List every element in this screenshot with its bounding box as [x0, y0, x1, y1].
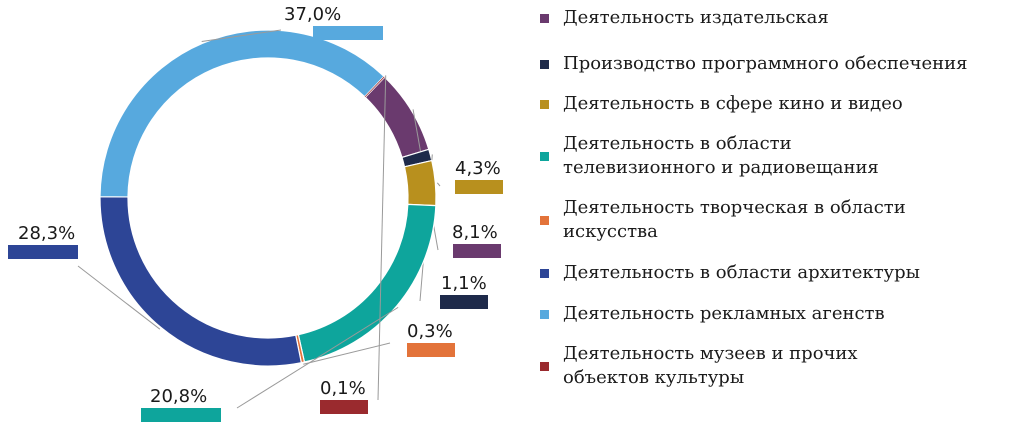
legend-swatch — [540, 59, 549, 69]
legend-label: Деятельность творческая в области искусст… — [563, 197, 906, 242]
donut-chart: 8,1% 1,1% 4,3% 20,8% 0,3% 28,3% 37,0% 0,1% — [8, 4, 503, 422]
legend-swatch — [540, 215, 549, 225]
leader-line — [377, 75, 387, 401]
legend-item: Деятельность в сфере кино и видео — [540, 92, 903, 116]
legend-swatch — [540, 99, 549, 109]
donut-slice — [364, 76, 385, 98]
slice-value-label: 1,1% — [441, 273, 487, 294]
legend-swatch — [540, 151, 549, 161]
legend-label: Деятельность в области архитектуры — [563, 262, 920, 283]
legend-label: Деятельность издательская — [563, 7, 829, 28]
value-label-bar — [8, 245, 78, 259]
slice-value-label: 20,8% — [150, 386, 207, 407]
slice-value-label: 28,3% — [18, 223, 75, 244]
legend-label: Деятельность музеев и прочих объектов кул… — [563, 343, 858, 388]
slice-value-label: 37,0% — [284, 4, 341, 25]
donut-slice — [99, 29, 385, 198]
slice-value-label: 8,1% — [452, 222, 498, 243]
legend-label: Деятельность рекламных агенств — [563, 303, 885, 324]
legend-item: Деятельность рекламных агенств — [540, 302, 885, 326]
legend-swatch — [540, 13, 549, 23]
slice-value-label: 4,3% — [455, 158, 501, 179]
value-label-bar — [455, 180, 503, 194]
slice-value-label: 0,1% — [320, 378, 366, 399]
legend-item: Производство программного обеспечения — [540, 52, 967, 76]
leader-line — [436, 182, 441, 187]
value-label-bar — [320, 400, 368, 414]
value-label-bar — [141, 408, 221, 422]
legend-item: Деятельность в области архитектуры — [540, 261, 920, 285]
legend-swatch — [540, 309, 549, 319]
leader-line — [77, 265, 161, 330]
value-label-bar — [313, 26, 383, 40]
leader-line — [201, 29, 282, 42]
legend-item: Деятельность издательская — [540, 6, 829, 30]
value-label-bar — [440, 295, 488, 309]
donut-slice — [99, 196, 303, 367]
donut-slice — [403, 159, 437, 207]
slice-value-label: 0,3% — [407, 321, 453, 342]
legend-label: Деятельность в сфере кино и видео — [563, 93, 903, 114]
value-label-bar — [453, 244, 501, 258]
legend-item: Деятельность творческая в области искусст… — [540, 196, 906, 244]
legend-swatch — [540, 361, 549, 371]
value-label-bar — [407, 343, 455, 357]
legend-item: Деятельность в области телевизионного и р… — [540, 132, 879, 180]
legend-label: Деятельность в области телевизионного и р… — [563, 133, 879, 178]
legend-label: Производство программного обеспечения — [563, 53, 968, 74]
legend-item: Деятельность музеев и прочих объектов кул… — [540, 342, 858, 390]
leader-line — [303, 342, 391, 365]
legend-swatch — [540, 268, 549, 278]
leader-line — [236, 306, 399, 409]
